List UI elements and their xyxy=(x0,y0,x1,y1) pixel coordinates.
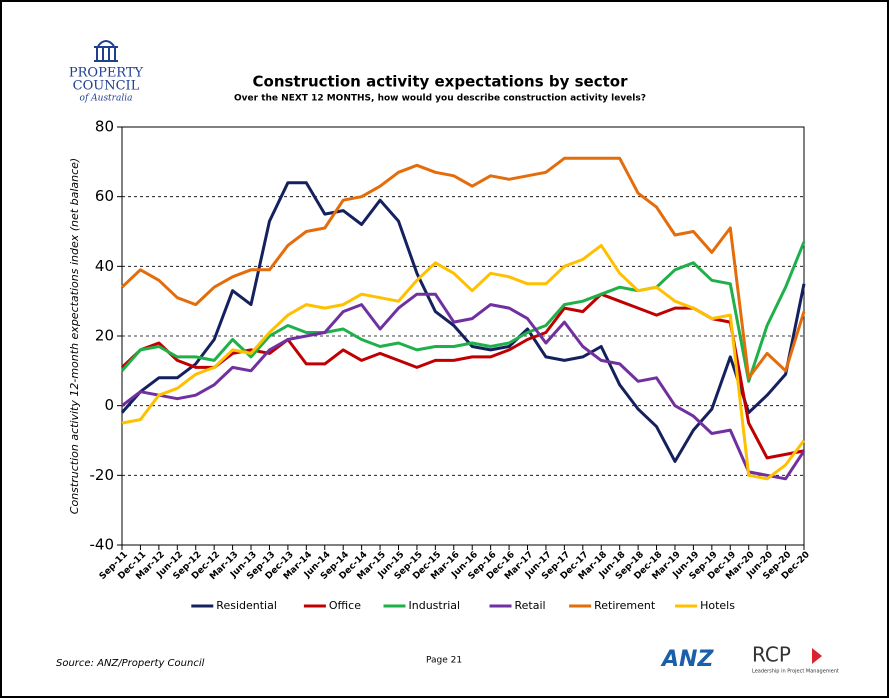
y-tick-label: -40 xyxy=(90,536,115,554)
legend-label: Retirement xyxy=(594,599,656,612)
series-line xyxy=(120,156,806,380)
logo-text: of Australia xyxy=(80,94,133,104)
legend-label: Hotels xyxy=(700,599,735,612)
chart-subtitle: Over the NEXT 12 MONTHS, how would you d… xyxy=(234,94,646,104)
rcp-icon xyxy=(812,648,822,664)
rcp-tagline: Leadership in Project Management xyxy=(752,669,839,675)
series-line xyxy=(120,181,806,463)
y-tick-label: 20 xyxy=(95,327,114,345)
y-axis-label: Construction activity 12-month expectati… xyxy=(68,158,81,514)
logo-text: COUNCIL xyxy=(73,79,140,94)
series-line xyxy=(121,243,806,481)
series-line xyxy=(121,292,806,481)
legend-label: Office xyxy=(329,599,361,612)
y-tick-label: -20 xyxy=(90,466,115,484)
y-tick-label: 80 xyxy=(95,118,114,136)
logo: PROPERTY COUNCIL of Australia xyxy=(69,40,144,104)
logo-text: PROPERTY xyxy=(69,66,144,81)
logo-icon xyxy=(94,40,118,62)
y-tick-label: 40 xyxy=(95,257,114,275)
chart-title: Construction activity expectations by se… xyxy=(253,73,629,91)
plot-border xyxy=(121,126,805,546)
series-line xyxy=(120,241,806,383)
y-tick-label: 0 xyxy=(104,396,114,414)
y-tick-label: 60 xyxy=(95,187,114,205)
source: Source: ANZ/Property Council xyxy=(56,658,205,669)
legend-label: Retail xyxy=(515,599,546,612)
legend-label: Residential xyxy=(216,599,277,612)
rcp-logo: RCP xyxy=(752,643,791,667)
anz-logo: ANZ xyxy=(660,647,714,672)
page-number: Page 21 xyxy=(426,656,462,666)
legend-label: Industrial xyxy=(409,599,461,612)
